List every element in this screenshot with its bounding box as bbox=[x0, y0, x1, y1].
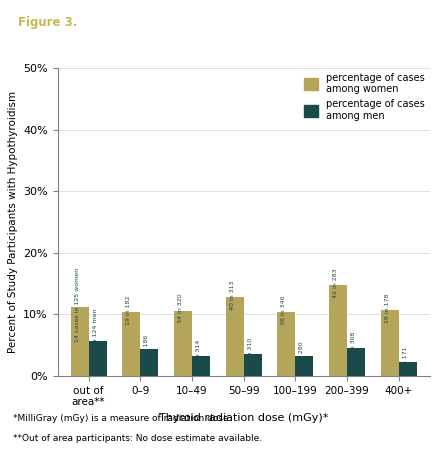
Bar bbox=[140, 350, 159, 376]
Text: 7 cases in 124 men: 7 cases in 124 men bbox=[93, 308, 97, 370]
Legend: percentage of cases
among women, percentage of cases
among men: percentage of cases among women, percent… bbox=[304, 73, 425, 121]
Text: 11 in 310: 11 in 310 bbox=[248, 337, 253, 367]
Text: 4 in 171: 4 in 171 bbox=[403, 347, 408, 372]
Bar bbox=[225, 297, 244, 376]
Bar bbox=[70, 307, 89, 376]
Bar bbox=[381, 310, 399, 376]
Text: 42 in 283: 42 in 283 bbox=[333, 268, 338, 298]
Bar bbox=[295, 356, 314, 376]
Text: 34 in 320: 34 in 320 bbox=[178, 294, 183, 323]
Text: 19 in 178: 19 in 178 bbox=[385, 294, 390, 323]
Text: 14 in 308: 14 in 308 bbox=[351, 332, 356, 361]
Text: **Out of area participants: No dose estimate available.: **Out of area participants: No dose esti… bbox=[13, 434, 262, 443]
Text: *MilliGray (mGy) is a measure of radiation dose.: *MilliGray (mGy) is a measure of radiati… bbox=[13, 414, 232, 424]
Bar bbox=[329, 284, 347, 376]
X-axis label: Thyroid radiation dose (mGy)*: Thyroid radiation dose (mGy)* bbox=[159, 413, 328, 423]
Text: 14 cases in 125 women: 14 cases in 125 women bbox=[74, 268, 80, 342]
Text: 8 in 186: 8 in 186 bbox=[144, 335, 149, 360]
Text: Figure 3.: Figure 3. bbox=[18, 16, 77, 29]
Bar bbox=[277, 312, 295, 376]
Text: 36 in 346: 36 in 346 bbox=[281, 295, 286, 325]
Text: 40 in 313: 40 in 313 bbox=[229, 281, 235, 310]
Bar bbox=[399, 361, 417, 376]
Bar bbox=[89, 341, 107, 376]
Bar bbox=[244, 354, 262, 376]
Bar bbox=[122, 312, 140, 376]
Text: AND MALE HTDS PARTICIPANTS: AND MALE HTDS PARTICIPANTS bbox=[62, 48, 270, 61]
Bar bbox=[192, 357, 210, 376]
Bar bbox=[174, 311, 192, 376]
Y-axis label: Percent of Study Participants with Hypothyroidism: Percent of Study Participants with Hypot… bbox=[8, 91, 18, 353]
Text: OCCURRENCE OF HYPOTHYROIDISM AMONG FEMALE: OCCURRENCE OF HYPOTHYROIDISM AMONG FEMAL… bbox=[106, 16, 443, 29]
Text: 19 in 182: 19 in 182 bbox=[126, 295, 131, 324]
Bar bbox=[347, 348, 365, 376]
Text: 10 in 314: 10 in 314 bbox=[196, 340, 201, 369]
Text: 9 in 280: 9 in 280 bbox=[299, 342, 304, 367]
